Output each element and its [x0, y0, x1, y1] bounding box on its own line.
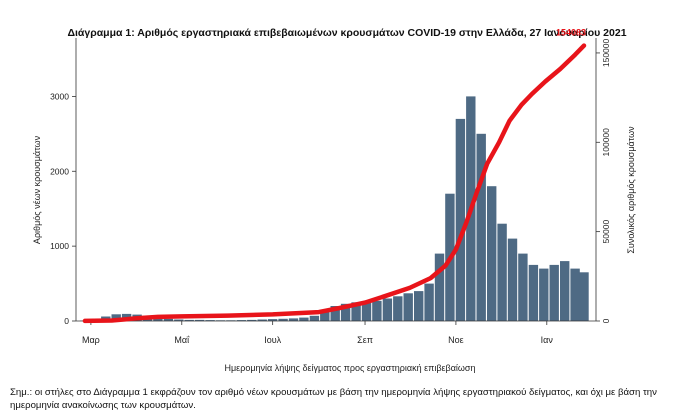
y-tick-label-left: 2000 [50, 166, 69, 176]
bar [205, 320, 215, 321]
bar [455, 118, 466, 322]
x-tick-label: Ιαν [541, 335, 554, 345]
bar [528, 264, 539, 321]
bar [403, 293, 413, 321]
x-tick-label: Σεπ [357, 335, 373, 345]
bar [497, 223, 507, 321]
bar [163, 318, 174, 321]
bar [247, 319, 257, 321]
bar-series [80, 96, 589, 322]
y-tick-label-right: 0 [601, 318, 611, 323]
bar [393, 296, 403, 321]
axes: 0 1000 2000 3000 0 50000 100000 150000 Μαρ Μαΐ Ιου… [50, 38, 611, 345]
bar [330, 306, 340, 321]
total-cases-label: 154083 [556, 28, 586, 38]
bar [299, 317, 309, 321]
y-tick-label-left: 0 [64, 316, 69, 326]
bar [570, 268, 580, 321]
bar [549, 264, 559, 321]
bar [579, 272, 589, 321]
x-tick-label: Μαρ [82, 335, 100, 345]
bar [267, 319, 278, 321]
y-tick-label-left: 1000 [50, 241, 69, 251]
bar [487, 186, 497, 321]
x-tick-label: Μαΐ [174, 335, 190, 345]
y-tick-label-left: 3000 [50, 91, 69, 101]
x-axis-label: Ημερομηνία λήψης δείγματος προς εργαστηρ… [224, 363, 476, 373]
y-tick-label-right: 100000 [601, 128, 611, 157]
bar [476, 133, 486, 321]
bar [351, 302, 361, 321]
bar [184, 319, 194, 321]
bar [340, 303, 351, 321]
bar [424, 283, 434, 321]
bar [372, 300, 382, 321]
bar [309, 315, 320, 321]
bar [288, 318, 299, 321]
y-tick-label-right: 50000 [601, 220, 611, 244]
bar [434, 253, 445, 321]
cumulative-line-series [82, 43, 587, 324]
footnote: Σημ.: οι στήλες στο Διάγραμμα 1 εκφράζου… [10, 387, 657, 411]
x-tick-label: Νοε [448, 335, 464, 345]
x-tick-label: Ιουλ [264, 335, 281, 345]
bar [257, 319, 267, 321]
bar [111, 314, 121, 321]
bar [560, 261, 570, 321]
bar [518, 253, 528, 321]
chart-title: Διάγραμμα 1: Αριθμός εργαστηριακά επιβεβ… [67, 27, 627, 39]
bar [194, 319, 205, 321]
y-axis-label-right: Συνολικός αριθμός κρουσμάτων [626, 126, 636, 254]
cumulative-line [82, 43, 587, 324]
bar [414, 291, 424, 321]
bar [361, 302, 372, 321]
bar [320, 309, 330, 321]
bar [382, 298, 393, 321]
bar [278, 318, 288, 321]
y-axis-label-left: Αριθμός νέων κρουσμάτων [32, 135, 42, 244]
y-tick-label-right: 150000 [601, 38, 611, 67]
bar [236, 320, 247, 321]
bar [174, 319, 184, 321]
bar [507, 238, 518, 321]
bar [539, 268, 549, 321]
